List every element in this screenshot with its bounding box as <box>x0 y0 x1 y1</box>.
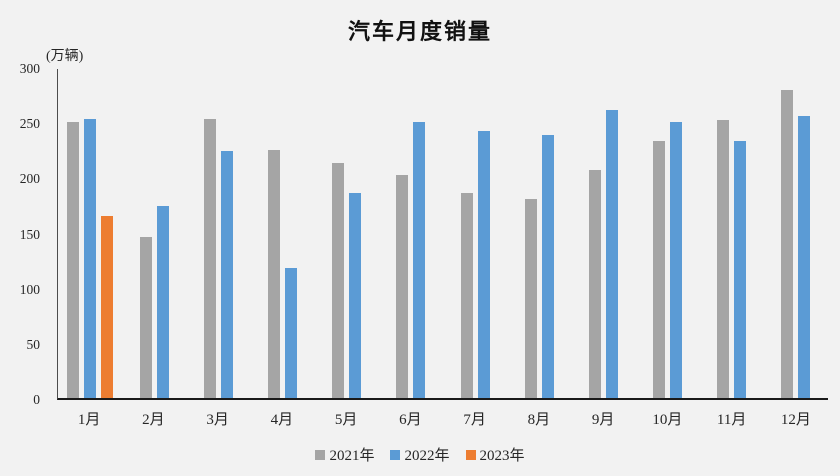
y-tick-label: 200 <box>19 171 40 187</box>
y-tick-label: 50 <box>26 336 41 352</box>
x-tick-label-12月: 12月 <box>780 412 811 428</box>
legend-label: 2021年 <box>329 448 375 464</box>
y-axis: 0 50 100 150 200 250 300 <box>0 0 48 476</box>
y-tick-label: 100 <box>19 281 40 297</box>
legend-swatch-icon <box>465 449 476 460</box>
bar-2021年-3月 <box>203 118 216 398</box>
y-tick-label: 250 <box>19 116 40 132</box>
bar-2022年-12月 <box>798 115 811 398</box>
x-tick-label-4月: 4月 <box>270 412 294 428</box>
x-tick-label-1月: 1月 <box>77 412 101 428</box>
bar-group-8月 <box>507 69 571 398</box>
bar-group-9月 <box>571 69 635 398</box>
bar-2021年-10月 <box>653 140 666 398</box>
bar-group-3月 <box>186 69 250 398</box>
legend-item-2023年: 2023年 <box>465 444 525 465</box>
x-tick-label-2月: 2月 <box>142 412 165 428</box>
legend-swatch-icon <box>315 449 326 460</box>
bar-2021年-12月 <box>781 90 794 398</box>
y-tick-label: 150 <box>19 226 40 242</box>
x-tick-label-10月: 10月 <box>652 412 683 428</box>
bar-2022年-6月 <box>413 122 426 398</box>
bar-2021年-7月 <box>460 192 473 398</box>
bar-2022年-1月 <box>84 118 97 398</box>
bar-2023年-1月 <box>101 215 114 398</box>
bar-group-1月 <box>58 69 122 398</box>
bar-2022年-10月 <box>670 122 683 398</box>
x-tick-label-6月: 6月 <box>399 412 422 428</box>
bar-2022年-3月 <box>220 150 233 398</box>
x-axis: 1月 2月 3月 4月 5月 6月 7月 8月 9月 10月 11月 12月 <box>57 408 828 430</box>
chart-title: 汽车月度销量 <box>347 19 492 44</box>
bar-2021年-2月 <box>139 236 152 398</box>
bar-2021年-8月 <box>524 199 537 398</box>
y-axis-unit-label: (万辆) <box>46 49 84 64</box>
plot-area <box>57 69 828 400</box>
bar-group-4月 <box>251 69 315 398</box>
bar-2021年-1月 <box>67 122 80 398</box>
bar-2021年-6月 <box>396 175 409 398</box>
x-tick-label-11月: 11月 <box>716 412 747 428</box>
bar-group-7月 <box>443 69 507 398</box>
x-tick-label-7月: 7月 <box>463 412 486 428</box>
bar-2022年-4月 <box>285 267 298 398</box>
x-tick-label-8月: 8月 <box>527 412 551 428</box>
legend: 2021年 2022年 2023年 <box>0 444 840 465</box>
legend-item-2022年: 2022年 <box>390 444 450 465</box>
bar-2022年-8月 <box>541 135 554 398</box>
x-tick-label-9月: 9月 <box>591 412 615 428</box>
x-tick-label-5月: 5月 <box>334 412 358 428</box>
bar-2022年-7月 <box>477 131 490 398</box>
bar-group-2月 <box>122 69 186 398</box>
bar-group-10月 <box>636 69 700 398</box>
bar-2022年-2月 <box>156 206 169 398</box>
bar-2021年-4月 <box>268 149 281 398</box>
legend-swatch-icon <box>390 449 401 460</box>
y-tick-label: 300 <box>19 61 40 76</box>
bar-2021年-9月 <box>588 169 601 398</box>
bar-group-5月 <box>315 69 379 398</box>
x-tick-label-3月: 3月 <box>206 412 229 428</box>
legend-label: 2022年 <box>404 448 450 464</box>
bar-2022年-5月 <box>349 192 362 398</box>
legend-label: 2023年 <box>479 448 525 464</box>
bar-2021年-11月 <box>717 119 730 398</box>
bar-group-11月 <box>700 69 764 398</box>
bar-group-6月 <box>379 69 443 398</box>
bar-2022年-9月 <box>605 110 618 398</box>
bar-2022年-11月 <box>734 140 747 398</box>
y-tick-label: 0 <box>33 392 40 407</box>
bar-group-12月 <box>764 69 828 398</box>
bar-2021年-5月 <box>332 163 345 398</box>
legend-item-2021年: 2021年 <box>315 444 374 465</box>
